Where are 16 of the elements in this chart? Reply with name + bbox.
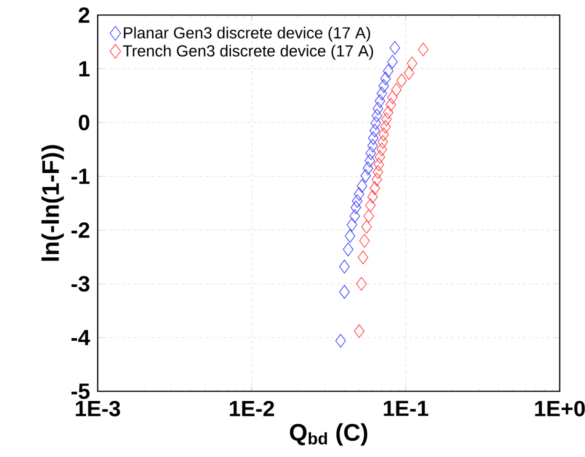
x-axis-title: Q$_{bd}$ (C) [290,423,368,446]
x-tick-label: 1E-1 [384,400,428,416]
x-tick-label: 1E+0 [535,400,585,416]
y-tick-label: -4 [72,330,90,346]
legend-label: Planar Gen3 discrete device (17 A) [124,26,370,42]
y-tick-label: -5 [72,384,90,400]
y-axis-title: ln(-ln(1-F)) [41,145,64,261]
legend-label: Trench Gen3 discrete device (17 A) [122,44,374,60]
y-tick-label: -1 [72,168,90,184]
x-tick-label: 1E-2 [230,400,274,416]
y-tick-label: 1 [79,61,90,76]
y-tick-label: -3 [72,276,90,292]
y-tick-label: 2 [78,7,90,23]
x-tick-label: 1E-3 [76,400,120,416]
y-tick-label: -2 [72,222,90,238]
y-tick-label: 0 [78,114,90,130]
